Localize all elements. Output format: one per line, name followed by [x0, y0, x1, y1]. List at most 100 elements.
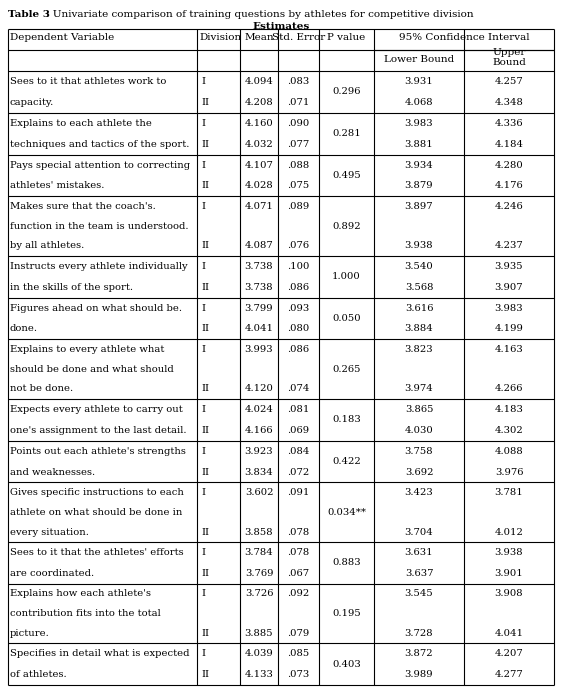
Text: 4.163: 4.163	[495, 345, 523, 354]
Text: II: II	[201, 241, 209, 250]
Text: 3.637: 3.637	[405, 569, 433, 578]
Text: 3.935: 3.935	[495, 262, 523, 271]
Text: 4.208: 4.208	[244, 98, 273, 107]
Text: 3.568: 3.568	[405, 283, 433, 292]
Text: II: II	[201, 98, 209, 107]
Text: 0.296: 0.296	[332, 87, 361, 96]
Text: 3.884: 3.884	[405, 324, 433, 333]
Text: II: II	[201, 182, 209, 191]
Text: 0.050: 0.050	[332, 314, 361, 323]
Text: .071: .071	[287, 98, 310, 107]
Text: Sees to it that the athletes' efforts: Sees to it that the athletes' efforts	[10, 548, 184, 557]
Text: 3.993: 3.993	[244, 345, 273, 354]
Text: 95% Confidence Interval: 95% Confidence Interval	[398, 33, 529, 42]
Text: 4.107: 4.107	[244, 161, 274, 170]
Text: 4.280: 4.280	[495, 161, 523, 170]
Text: 3.879: 3.879	[405, 182, 433, 191]
Text: Gives specific instructions to each: Gives specific instructions to each	[10, 488, 184, 497]
Text: I: I	[201, 77, 205, 86]
Text: 4.160: 4.160	[244, 119, 273, 128]
Text: 3.823: 3.823	[405, 345, 433, 354]
Text: athlete on what should be done in: athlete on what should be done in	[10, 508, 183, 517]
Text: 0.422: 0.422	[332, 457, 361, 466]
Text: Mean: Mean	[244, 33, 274, 42]
Text: II: II	[201, 324, 209, 333]
Text: 3.540: 3.540	[405, 262, 433, 271]
Text: 4.133: 4.133	[244, 670, 274, 679]
Text: 4.032: 4.032	[244, 139, 273, 148]
Text: 4.024: 4.024	[244, 405, 274, 414]
Text: 3.758: 3.758	[405, 446, 433, 455]
Text: 4.336: 4.336	[495, 119, 523, 128]
Text: .089: .089	[287, 202, 310, 211]
Text: .090: .090	[287, 119, 310, 128]
Text: function in the team is understood.: function in the team is understood.	[10, 222, 188, 231]
Text: 0.403: 0.403	[332, 660, 361, 669]
Text: 3.938: 3.938	[495, 548, 523, 557]
Text: .083: .083	[287, 77, 310, 86]
Text: 3.784: 3.784	[244, 548, 273, 557]
Text: picture.: picture.	[10, 629, 50, 638]
Text: .076: .076	[287, 241, 310, 250]
Text: athletes' mistakes.: athletes' mistakes.	[10, 182, 105, 191]
Text: techniques and tactics of the sport.: techniques and tactics of the sport.	[10, 139, 189, 148]
Text: 3.858: 3.858	[244, 527, 273, 536]
Text: Lower Bound: Lower Bound	[384, 55, 454, 64]
Text: II: II	[201, 670, 209, 679]
Text: 4.183: 4.183	[495, 405, 523, 414]
Text: 4.068: 4.068	[405, 98, 433, 107]
Text: .093: .093	[287, 304, 310, 313]
Text: .080: .080	[287, 324, 310, 333]
Text: 3.931: 3.931	[405, 77, 433, 86]
Text: I: I	[201, 161, 205, 170]
Text: Sees to it that athletes work to: Sees to it that athletes work to	[10, 77, 166, 86]
Text: Figures ahead on what should be.: Figures ahead on what should be.	[10, 304, 182, 313]
Text: 3.423: 3.423	[405, 488, 433, 497]
Text: capacity.: capacity.	[10, 98, 55, 107]
Text: 3.923: 3.923	[244, 446, 273, 455]
Text: 4.120: 4.120	[244, 385, 274, 394]
Text: Division: Division	[199, 33, 241, 42]
Text: 0.281: 0.281	[332, 129, 361, 138]
Text: 4.041: 4.041	[244, 324, 274, 333]
Text: .077: .077	[287, 139, 310, 148]
Text: 3.738: 3.738	[244, 262, 273, 271]
Text: 4.237: 4.237	[495, 241, 523, 250]
Text: 3.908: 3.908	[495, 589, 523, 598]
Text: 4.176: 4.176	[495, 182, 523, 191]
Text: 3.907: 3.907	[495, 283, 523, 292]
Text: of athletes.: of athletes.	[10, 670, 67, 679]
Text: 3.865: 3.865	[405, 405, 433, 414]
Text: I: I	[201, 119, 205, 128]
Text: 3.885: 3.885	[244, 629, 273, 638]
Text: II: II	[201, 527, 209, 536]
Text: .100: .100	[287, 262, 310, 271]
Text: 4.166: 4.166	[244, 426, 273, 435]
Text: 3.974: 3.974	[405, 385, 433, 394]
Text: II: II	[201, 629, 209, 638]
Text: .069: .069	[287, 426, 310, 435]
Text: 3.769: 3.769	[244, 569, 273, 578]
Text: should be done and what should: should be done and what should	[10, 365, 174, 374]
Text: contribution fits into the total: contribution fits into the total	[10, 609, 161, 618]
Text: 4.088: 4.088	[495, 446, 523, 455]
Text: 3.704: 3.704	[405, 527, 433, 536]
Text: 3.897: 3.897	[405, 202, 433, 211]
Text: 3.616: 3.616	[405, 304, 433, 313]
Text: .092: .092	[287, 589, 310, 598]
Text: every situation.: every situation.	[10, 527, 89, 536]
Text: I: I	[201, 488, 205, 497]
Text: 3.602: 3.602	[244, 488, 273, 497]
Text: 3.738: 3.738	[244, 283, 273, 292]
Text: .086: .086	[287, 283, 310, 292]
Text: .086: .086	[287, 345, 310, 354]
Text: 4.207: 4.207	[495, 649, 523, 658]
Text: .074: .074	[287, 385, 310, 394]
Text: I: I	[201, 202, 205, 211]
Text: 3.781: 3.781	[495, 488, 523, 497]
Text: I: I	[201, 345, 205, 354]
Text: : Univariate comparison of training questions by athletes for competitive divisi: : Univariate comparison of training ques…	[46, 10, 474, 19]
Text: .073: .073	[287, 670, 310, 679]
Text: 3.934: 3.934	[405, 161, 433, 170]
Text: 3.983: 3.983	[495, 304, 523, 313]
